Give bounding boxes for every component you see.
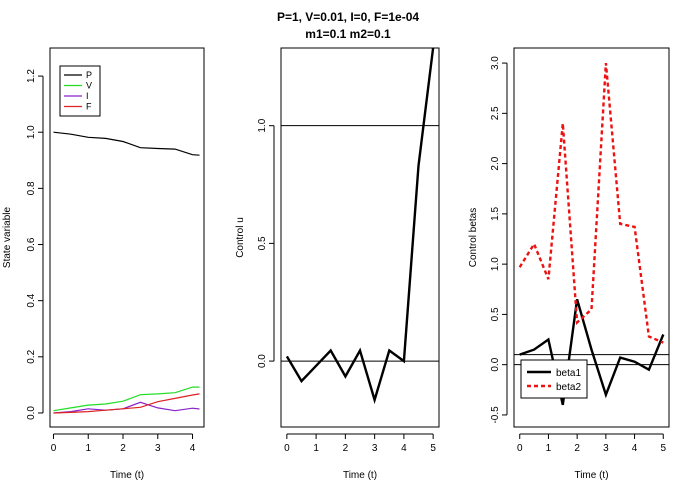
x-tick-label: 0 (517, 443, 523, 454)
y-tick-label: 0.8 (26, 181, 37, 195)
x-tick-label: 0 (51, 443, 57, 454)
y-tick-label: 1.0 (26, 125, 37, 139)
y-tick-label: 0.2 (26, 349, 37, 363)
x-tick-label: 1 (313, 443, 319, 454)
x-tick-label: 5 (660, 443, 666, 454)
x-tick-label: 2 (120, 443, 126, 454)
series-line-I (53, 401, 200, 414)
y-tick-label: 1.0 (490, 257, 501, 271)
y-axis-label: Control betas (468, 208, 479, 267)
y-tick-label: 2.0 (490, 156, 501, 170)
x-tick-label: 3 (372, 443, 378, 454)
x-axis-label: Time (t) (574, 470, 608, 481)
panel-1: 0 1 2 3 4 Time (t) 0.0 0.2 0.4 0.6 0.8 1.0 1.2 State … (2, 47, 205, 481)
panel-2: 0 1 2 3 4 5 Time (t) 0.0 0.5 1.0 Control u (235, 47, 440, 481)
y-axis-label: Control u (235, 217, 246, 258)
legend-label: P (86, 70, 92, 80)
legend-label: I (86, 91, 89, 101)
legend-box (59, 65, 101, 117)
series-line-beta1 (519, 298, 665, 406)
y-tick-label: 0.6 (26, 237, 37, 251)
legend-label: beta1 (556, 368, 581, 379)
chart-title-line2: m1=0.1 m2=0.1 (305, 27, 391, 41)
y-tick-label: -0.5 (490, 406, 501, 424)
panel-3: 0 1 2 3 4 5 Time (t) -0.5 0.0 0.5 1.0 1.5 2.0 2.5 3.0 C… (468, 47, 670, 481)
x-tick-label: 3 (155, 443, 161, 454)
series-line-beta2 (518, 62, 664, 344)
plot-frame (280, 47, 440, 428)
legend-label: V (86, 81, 92, 91)
series-line-F (53, 393, 200, 414)
y-tick-label: 0.4 (26, 293, 37, 307)
x-tick-label: 4 (401, 443, 407, 454)
y-tick-label: 0.0 (26, 406, 37, 420)
x-tick-label: 1 (546, 443, 552, 454)
x-tick-label: 4 (632, 443, 638, 454)
y-tick-label: 1.0 (257, 118, 268, 132)
x-tick-label: 2 (343, 443, 349, 454)
y-tick-label: 2.5 (490, 106, 501, 120)
x-axis-label: Time (t) (110, 470, 144, 481)
chart-title-line1: P=1, V=0.01, I=0, F=1e-04 (277, 10, 419, 24)
x-tick-label: 3 (603, 443, 609, 454)
x-axis-label: Time (t) (343, 470, 377, 481)
series-line-P (53, 131, 200, 156)
legend-label: F (86, 102, 92, 112)
y-axis-label: State variable (2, 206, 13, 268)
legend-box (520, 359, 588, 399)
series-line-series-1 (285, 47, 435, 405)
series-line-V (53, 386, 200, 412)
x-tick-label: 5 (430, 443, 436, 454)
y-tick-label: 3.0 (490, 56, 501, 70)
y-tick-label: 1.5 (490, 206, 501, 220)
x-tick-label: 1 (85, 443, 91, 454)
plot-frame (49, 47, 205, 428)
x-tick-label: 0 (284, 443, 290, 454)
y-tick-label: 0.0 (257, 354, 268, 368)
plot-frame (513, 47, 670, 428)
y-tick-label: 1.2 (26, 69, 37, 83)
y-tick-label: 0.5 (257, 236, 268, 250)
legend-label: beta2 (556, 382, 581, 393)
x-tick-label: 2 (574, 443, 580, 454)
x-tick-label: 4 (190, 443, 196, 454)
y-tick-label: 0.5 (490, 307, 501, 321)
y-tick-label: 0.0 (490, 357, 501, 371)
